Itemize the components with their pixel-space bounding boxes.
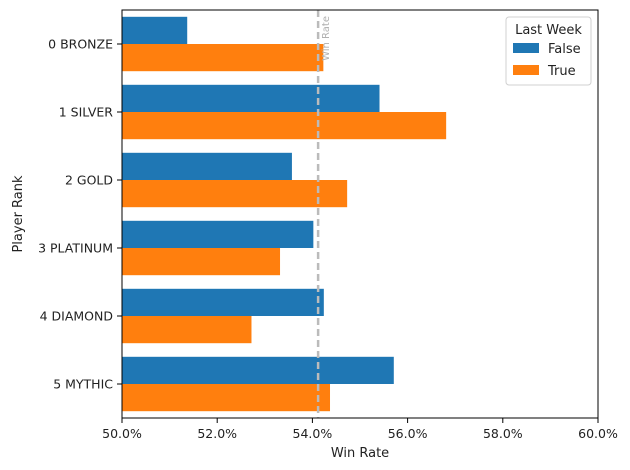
y-axis: 0 BRONZE 1 SILVER 2 GOLD 3 PLATINUM 4 DIAMON… bbox=[38, 37, 122, 392]
y-tick-label-5: 5 MYTHIC bbox=[53, 377, 113, 392]
reference-line-layer: Win Rate bbox=[316, 10, 332, 418]
bar-true-5 bbox=[122, 384, 331, 412]
bar-false-4 bbox=[122, 288, 324, 316]
bar-true-3 bbox=[122, 248, 281, 276]
legend-label-true: True bbox=[547, 64, 576, 79]
x-axis: 50.0% 52.0% 54.0% 56.0% 58.0% 60.0% bbox=[102, 418, 618, 441]
bar-false-0 bbox=[122, 16, 188, 44]
reference-line-label: Win Rate bbox=[321, 16, 332, 61]
bars-layer bbox=[122, 16, 447, 412]
bar-false-5 bbox=[122, 356, 394, 384]
bar-true-1 bbox=[122, 112, 447, 140]
bar-false-1 bbox=[122, 84, 380, 112]
y-axis-label: Player Rank bbox=[11, 175, 26, 253]
x-tick-label-5: 60.0% bbox=[578, 426, 618, 441]
bar-true-4 bbox=[122, 316, 252, 344]
legend-swatch-false bbox=[513, 43, 539, 53]
plot-frame bbox=[121, 9, 599, 419]
x-tick-label-1: 52.0% bbox=[197, 426, 237, 441]
legend-label-false: False bbox=[548, 42, 581, 57]
legend-swatch-true bbox=[513, 65, 539, 75]
bar-false-2 bbox=[122, 152, 292, 180]
x-tick-label-2: 54.0% bbox=[293, 426, 333, 441]
bar-false-3 bbox=[122, 220, 314, 248]
bar-true-0 bbox=[122, 44, 324, 72]
legend: Last Week False True bbox=[505, 16, 592, 86]
y-tick-label-3: 3 PLATINUM bbox=[38, 241, 113, 256]
y-tick-label-0: 0 BRONZE bbox=[48, 37, 113, 52]
x-tick-label-3: 56.0% bbox=[388, 426, 428, 441]
y-tick-label-2: 2 GOLD bbox=[65, 173, 113, 188]
y-tick-label-1: 1 SILVER bbox=[59, 105, 114, 120]
x-axis-label: Win Rate bbox=[331, 446, 389, 461]
legend-title: Last Week bbox=[515, 23, 582, 38]
y-tick-label-4: 4 DIAMOND bbox=[40, 309, 113, 324]
x-tick-label-0: 50.0% bbox=[102, 426, 142, 441]
x-tick-label-4: 58.0% bbox=[483, 426, 523, 441]
bar-true-2 bbox=[122, 180, 348, 208]
